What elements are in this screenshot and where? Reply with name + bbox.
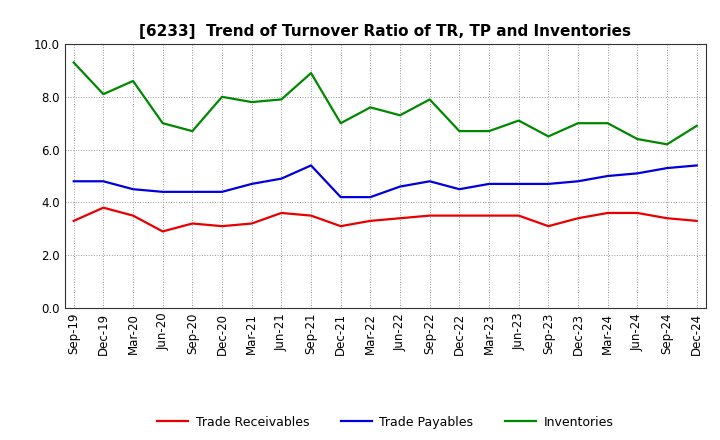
Inventories [396,113,405,118]
Trade Receivables [277,210,286,216]
Inventories [129,78,138,84]
Legend: Trade Receivables, Trade Payables, Inventories: Trade Receivables, Trade Payables, Inven… [152,411,618,434]
Trade Payables [662,165,671,171]
Inventories [603,121,612,126]
Inventories [426,97,434,102]
Trade Payables [633,171,642,176]
Trade Receivables [396,216,405,221]
Trade Receivables [99,205,108,210]
Trade Receivables [217,224,226,229]
Trade Payables [307,163,315,168]
Inventories [633,136,642,142]
Trade Payables [129,187,138,192]
Inventories [485,128,493,134]
Trade Receivables [544,224,553,229]
Trade Payables [336,194,345,200]
Line: Trade Payables: Trade Payables [73,165,697,197]
Trade Receivables [366,218,374,224]
Inventories [336,121,345,126]
Trade Receivables [514,213,523,218]
Trade Payables [366,194,374,200]
Trade Receivables [248,221,256,226]
Inventories [662,142,671,147]
Trade Payables [396,184,405,189]
Title: [6233]  Trend of Turnover Ratio of TR, TP and Inventories: [6233] Trend of Turnover Ratio of TR, TP… [139,24,631,39]
Line: Trade Receivables: Trade Receivables [73,208,697,231]
Inventories [693,123,701,128]
Trade Payables [603,173,612,179]
Trade Receivables [455,213,464,218]
Inventories [277,97,286,102]
Trade Receivables [574,216,582,221]
Trade Receivables [158,229,167,234]
Trade Payables [188,189,197,194]
Trade Payables [277,176,286,181]
Trade Payables [544,181,553,187]
Trade Payables [514,181,523,187]
Trade Receivables [603,210,612,216]
Inventories [574,121,582,126]
Line: Inventories: Inventories [73,62,697,144]
Inventories [455,128,464,134]
Trade Payables [99,179,108,184]
Inventories [307,70,315,76]
Trade Payables [574,179,582,184]
Trade Receivables [307,213,315,218]
Inventories [248,99,256,105]
Trade Payables [693,163,701,168]
Inventories [217,94,226,99]
Trade Payables [69,179,78,184]
Trade Receivables [336,224,345,229]
Inventories [99,92,108,97]
Trade Payables [217,189,226,194]
Trade Receivables [129,213,138,218]
Inventories [514,118,523,123]
Inventories [366,105,374,110]
Trade Receivables [633,210,642,216]
Trade Payables [426,179,434,184]
Trade Payables [455,187,464,192]
Inventories [188,128,197,134]
Trade Receivables [426,213,434,218]
Trade Receivables [188,221,197,226]
Trade Receivables [693,218,701,224]
Inventories [544,134,553,139]
Trade Payables [248,181,256,187]
Inventories [158,121,167,126]
Trade Receivables [69,218,78,224]
Trade Payables [485,181,493,187]
Trade Receivables [662,216,671,221]
Inventories [69,60,78,65]
Trade Payables [158,189,167,194]
Trade Receivables [485,213,493,218]
